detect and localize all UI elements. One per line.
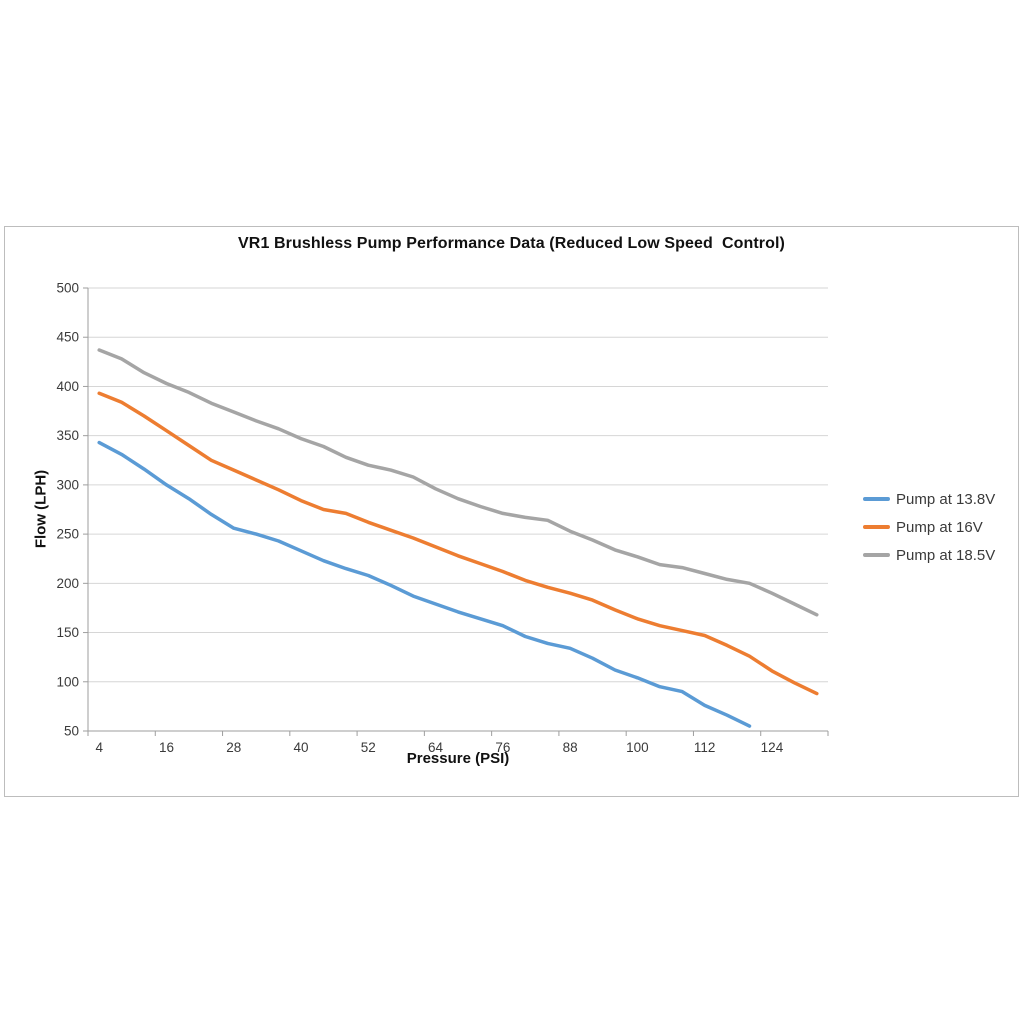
legend-item: Pump at 13.8V xyxy=(863,485,995,513)
x-tick-label: 52 xyxy=(361,740,376,755)
series-line-pump-at-13.8v xyxy=(97,440,752,728)
legend-label: Pump at 16V xyxy=(896,518,983,536)
chart-title: VR1 Brushless Pump Performance Data (Red… xyxy=(238,235,785,252)
y-tick-label: 300 xyxy=(56,477,79,492)
x-tick-label: 28 xyxy=(226,740,241,755)
y-tick-label: 500 xyxy=(56,281,79,296)
y-tick-label: 350 xyxy=(56,428,79,443)
y-tick-label: 450 xyxy=(56,330,79,345)
plot-area: 50 100 150 200 250 300 350 400 450 500 4 16 28 40 52 64… xyxy=(56,281,829,755)
x-tick-label: 16 xyxy=(159,740,174,755)
legend-line-icon xyxy=(863,553,890,557)
x-tick-label: 4 xyxy=(95,740,103,755)
x-axis-title: Pressure (PSI) xyxy=(406,750,510,767)
legend-item: Pump at 18.5V xyxy=(863,541,995,569)
legend: Pump at 13.8V Pump at 16V Pump at 18.5V xyxy=(863,485,995,569)
legend-label: Pump at 13.8V xyxy=(896,490,996,508)
legend-item: Pump at 16V xyxy=(863,513,995,541)
chart-frame: 50 100 150 200 250 300 350 400 450 500 4 16 28 40 52 64… xyxy=(4,226,1019,797)
y-tick-label: 50 xyxy=(64,724,79,739)
x-tick-label: 76 xyxy=(495,740,510,755)
x-tick-label: 88 xyxy=(563,740,578,755)
x-tick-label: 100 xyxy=(626,740,649,755)
y-tick-label: 400 xyxy=(56,379,79,394)
y-tick-label: 100 xyxy=(56,674,79,689)
y-tick-label: 150 xyxy=(56,625,79,640)
x-tick-label: 112 xyxy=(694,740,716,755)
series-line-pump-at-16v xyxy=(97,391,819,696)
legend-line-icon xyxy=(863,525,890,529)
series-line-pump-at-18.5v xyxy=(97,348,819,617)
legend-label: Pump at 18.5V xyxy=(896,546,996,564)
legend-line-icon xyxy=(863,497,890,501)
x-tick-label: 40 xyxy=(294,740,309,755)
x-tick-label: 64 xyxy=(428,740,444,755)
y-tick-label: 200 xyxy=(56,576,79,591)
y-axis-title: Flow (LPH) xyxy=(32,469,50,549)
x-tick-label: 124 xyxy=(761,740,784,755)
y-tick-label: 250 xyxy=(56,527,79,542)
